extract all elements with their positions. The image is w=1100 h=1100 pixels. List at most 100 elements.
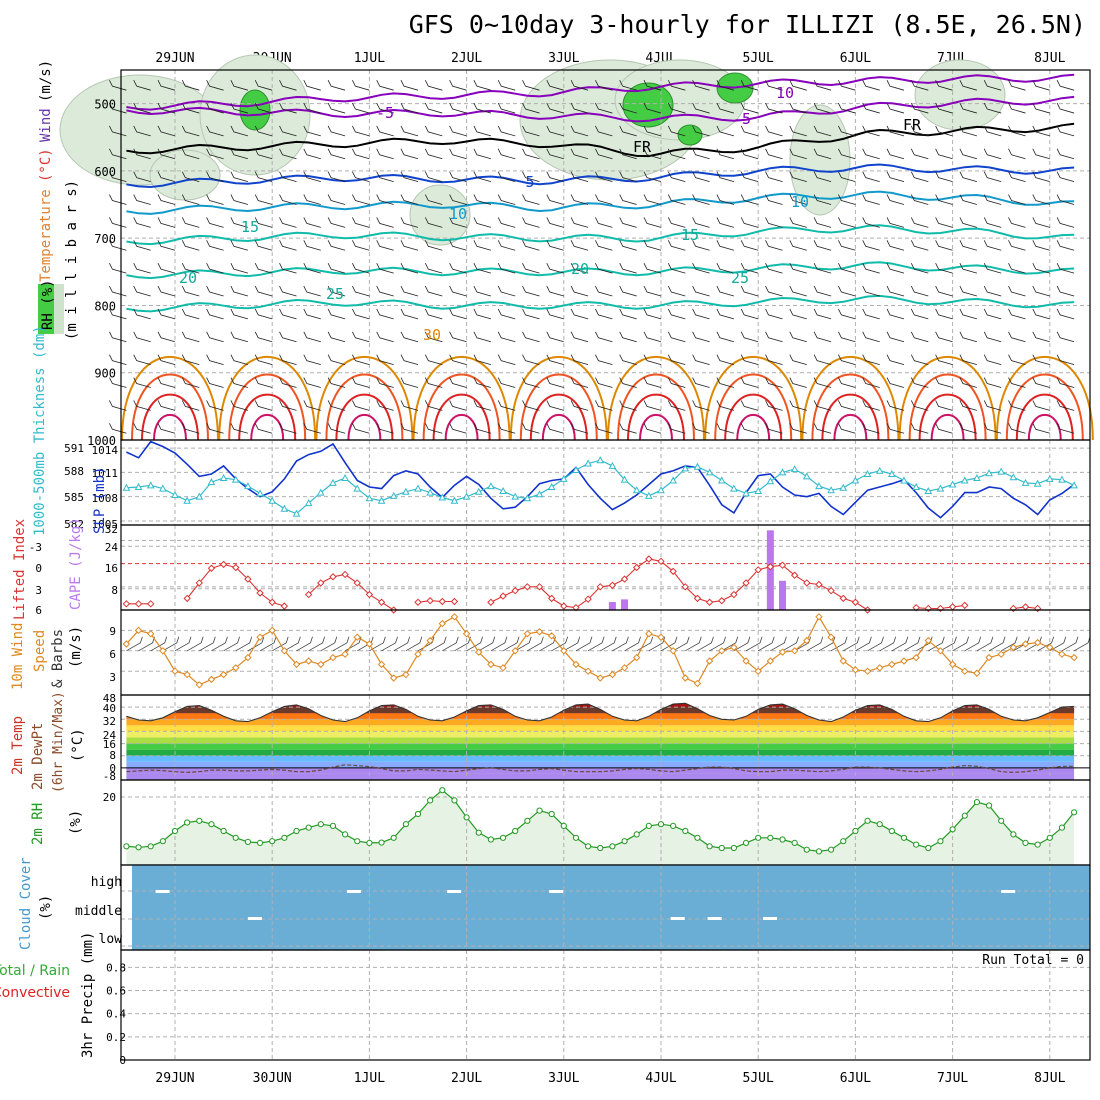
wind-speed-marker xyxy=(207,675,216,684)
wind-barb xyxy=(352,102,370,114)
thickness-marker xyxy=(827,486,835,494)
wind-barb-10m xyxy=(502,636,520,652)
wind-barb xyxy=(1056,171,1075,183)
wind-barb xyxy=(133,217,151,228)
wind-barb xyxy=(230,308,249,320)
lifted-index-marker xyxy=(754,566,762,574)
wind-barb xyxy=(1056,262,1075,274)
wind-barb xyxy=(765,354,783,366)
wind-barb xyxy=(838,148,856,160)
wind-barb xyxy=(838,240,856,251)
precip-ytick: 0.2 xyxy=(106,1031,126,1044)
lifted-index-marker xyxy=(632,563,641,572)
wind-barb xyxy=(692,80,710,91)
wind-barb xyxy=(424,148,443,160)
rh-marker xyxy=(475,829,482,836)
wind-barb xyxy=(254,125,273,137)
lifted-index-marker xyxy=(329,573,337,581)
wind-barb xyxy=(133,80,151,91)
thickness-marker xyxy=(900,476,908,484)
isotherm-loop xyxy=(833,413,868,441)
rh-marker xyxy=(232,834,239,841)
wind-barb-10m xyxy=(235,636,253,652)
wind-barb xyxy=(352,148,370,160)
wind-barb xyxy=(983,285,1002,297)
li-ytick: 6 xyxy=(35,604,42,617)
wind-barb xyxy=(789,377,807,388)
thickness-marker xyxy=(778,468,787,476)
wind-barb xyxy=(546,308,564,320)
wind-speed-marker xyxy=(389,674,398,682)
isotherm-loop xyxy=(218,355,317,441)
wind-barb xyxy=(570,262,589,274)
wind-barb xyxy=(838,217,856,228)
wind-barb xyxy=(692,102,710,114)
precip-ylabel: 3hr Precip (mm) xyxy=(80,932,96,1058)
wind-speed-marker xyxy=(681,674,690,682)
wind-barb xyxy=(910,308,929,320)
lifted-index-marker xyxy=(183,594,191,603)
precip-run-total: Run Total = 0 xyxy=(982,953,1084,968)
wind-barb xyxy=(910,148,929,160)
rh-marker xyxy=(791,839,798,847)
wind-barb xyxy=(206,354,224,366)
wind-barb xyxy=(352,80,370,91)
wind-barb xyxy=(327,171,346,183)
wind-barb xyxy=(206,148,224,160)
wind-barb xyxy=(1032,331,1050,343)
wind-barb xyxy=(376,217,394,228)
wind-barb xyxy=(449,80,467,91)
cloud-cell xyxy=(670,917,685,920)
wind-barb xyxy=(376,80,394,91)
thickness-marker xyxy=(632,486,641,494)
wind-barb xyxy=(667,377,686,388)
wind-speed-marker xyxy=(511,647,519,655)
wind-barb-10m xyxy=(952,636,969,652)
wind-barb xyxy=(279,194,297,205)
wind-barb xyxy=(765,331,783,343)
wind-barb xyxy=(133,262,151,274)
isotherm-loop xyxy=(529,393,588,441)
wind-barb xyxy=(765,148,783,160)
wind-barb xyxy=(838,308,856,320)
thickness-marker xyxy=(973,474,981,482)
wind-barb-10m xyxy=(709,636,726,652)
isotherm-loop xyxy=(131,373,209,441)
wind-barb xyxy=(886,262,905,274)
wind-speed-marker xyxy=(317,660,325,669)
wind-barb xyxy=(1056,80,1075,91)
thickness-marker xyxy=(329,478,337,486)
wind-barb xyxy=(667,171,686,183)
wind-barb xyxy=(473,194,492,205)
isotherm-line xyxy=(126,224,1075,246)
wind-barb xyxy=(522,354,540,366)
wind-barb xyxy=(838,125,856,137)
wind-barb xyxy=(279,308,297,320)
cloud-row-label: high xyxy=(91,875,122,890)
wind-barb-10m xyxy=(1049,636,1067,652)
date-label-bottom: 6JUL xyxy=(840,1071,871,1086)
temp-ytick: 40 xyxy=(103,702,116,715)
wind-barb xyxy=(279,331,297,343)
wind-barb xyxy=(983,217,1002,228)
rh-marker xyxy=(572,834,580,841)
cloud-background xyxy=(132,865,1090,950)
wind-barb xyxy=(813,240,832,251)
wind-barb xyxy=(157,217,176,228)
wind-barb xyxy=(765,125,783,137)
wind-barb-10m xyxy=(429,636,447,652)
wind-barb xyxy=(813,262,832,274)
wind-barb xyxy=(303,217,321,228)
wind-barb-10m xyxy=(636,636,654,652)
wind-speed-marker xyxy=(803,636,811,645)
wind-barb xyxy=(424,240,443,251)
wind-barb-10m xyxy=(515,636,532,652)
thickness-marker xyxy=(742,489,750,497)
wind-barb xyxy=(740,102,759,114)
isotherm-loop xyxy=(736,413,771,441)
thickness-marker xyxy=(912,482,920,490)
wind-barb xyxy=(595,400,613,411)
wind-speed-marker xyxy=(596,674,604,682)
wind-barb xyxy=(254,148,273,160)
